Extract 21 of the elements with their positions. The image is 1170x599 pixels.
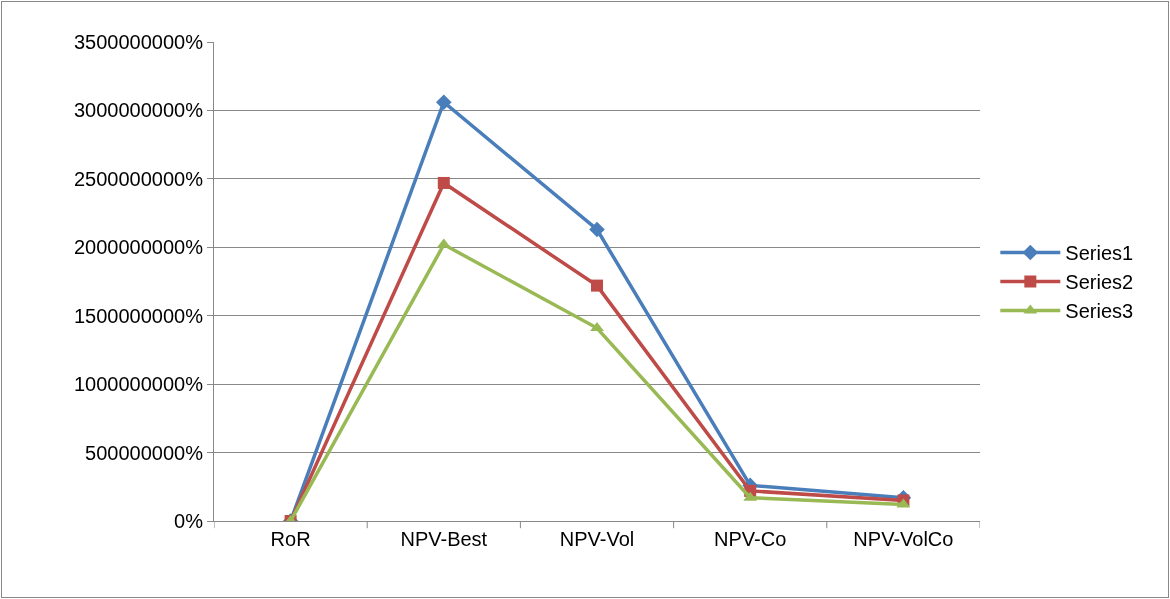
legend-label: Series1 bbox=[1065, 242, 1134, 265]
y-tick-label: 3500000000% bbox=[73, 31, 204, 53]
x-tick-label: RoR bbox=[270, 528, 311, 550]
y-tick-label: 2000000000% bbox=[73, 236, 204, 259]
y-tick-label: 1500000000% bbox=[73, 304, 204, 327]
legend-label: Series3 bbox=[1065, 300, 1134, 323]
point bbox=[436, 94, 452, 111]
y-tick-label: 0% bbox=[174, 510, 204, 532]
y-tick-label: 3000000000% bbox=[73, 99, 204, 122]
y-tick-label: 500000000% bbox=[85, 441, 204, 464]
point bbox=[591, 279, 603, 292]
x-tick-label: NPV-VolCo bbox=[853, 528, 954, 550]
x-tick-label: NPV-Vol bbox=[559, 528, 635, 550]
point bbox=[590, 322, 604, 332]
point bbox=[589, 221, 605, 238]
y-tick-label: 1000000000% bbox=[73, 373, 204, 396]
legend-label: Series2 bbox=[1065, 271, 1134, 294]
x-tick-label: NPV-Co bbox=[714, 528, 787, 550]
y-tick-label: 2500000000% bbox=[73, 167, 204, 190]
point bbox=[437, 176, 450, 189]
x-tick-label: NPV-Best bbox=[400, 528, 488, 550]
